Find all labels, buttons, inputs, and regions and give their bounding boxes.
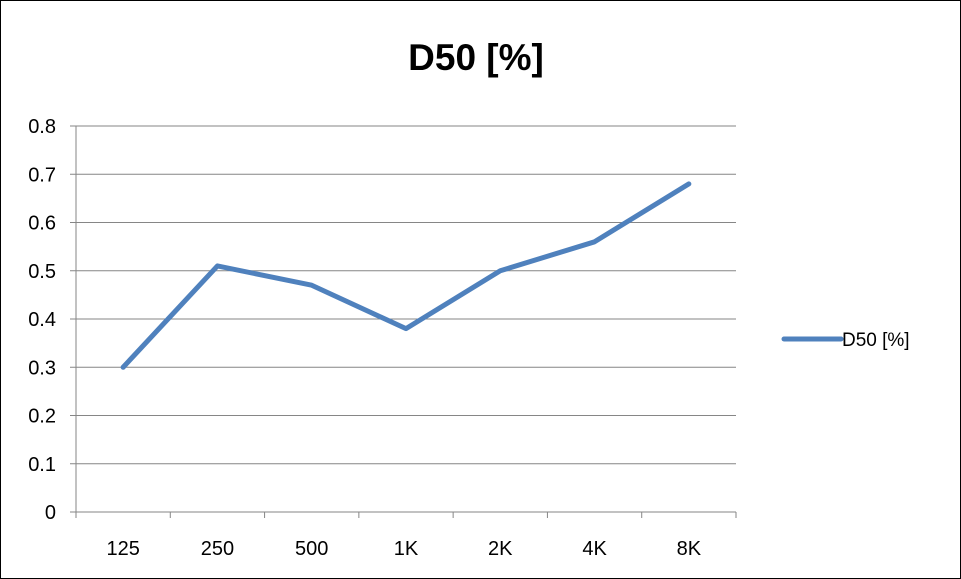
y-tick-label: 0.8 xyxy=(28,116,56,138)
y-tick-label: 0 xyxy=(45,502,56,524)
y-tick-label: 0.6 xyxy=(28,213,56,235)
y-tick-label: 0.3 xyxy=(28,357,56,379)
gridlines xyxy=(76,125,736,465)
y-tick-label: 0.2 xyxy=(28,406,56,428)
chart-title: D50 [%] xyxy=(408,37,544,78)
x-tick-label: 500 xyxy=(295,538,328,560)
y-tick-label: 0.5 xyxy=(28,261,56,283)
y-tick-labels: 0 0.1 0.2 0.3 0.4 0.5 0.6 0.7 0.8 xyxy=(28,116,56,524)
x-tick-label: 8K xyxy=(677,538,702,560)
x-tick-label: 250 xyxy=(201,538,234,560)
x-tick-labels: 125 250 500 1K 2K 4K 8K xyxy=(106,538,701,560)
y-tick-label: 0.7 xyxy=(28,164,56,186)
y-tick-label: 0.4 xyxy=(28,309,56,331)
series-line xyxy=(120,181,692,370)
series-lines xyxy=(120,181,692,370)
legend: D50 [%] xyxy=(781,330,910,351)
y-tick-label: 0.1 xyxy=(28,454,56,476)
axes xyxy=(70,125,737,518)
x-tick-label: 1K xyxy=(394,538,419,560)
x-tick-label: 125 xyxy=(106,538,139,560)
x-tick-label: 2K xyxy=(488,538,513,560)
legend-label: D50 [%] xyxy=(842,330,910,351)
x-tick-label: 4K xyxy=(582,538,607,560)
